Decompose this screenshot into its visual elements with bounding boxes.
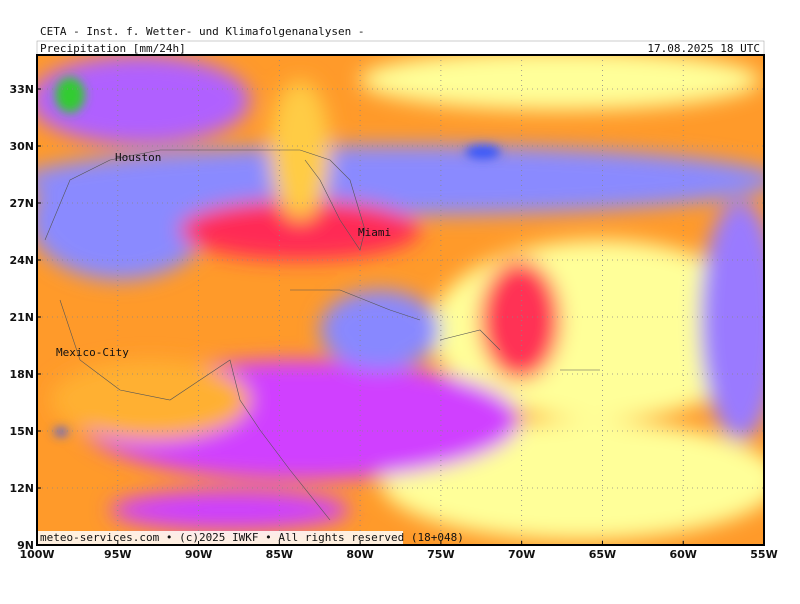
lat-label: 15N (9, 425, 34, 438)
lon-label: 70W (508, 548, 535, 561)
coastline (59, 299, 331, 521)
lat-label: 30N (9, 140, 34, 153)
lon-label: 85W (266, 548, 293, 561)
lat-label: 27N (9, 197, 34, 210)
lat-label: 33N (9, 83, 34, 96)
lat-label: 24N (9, 254, 34, 267)
header-title: CETA - Inst. f. Wetter- und Klimafolgena… (40, 25, 365, 38)
lon-label: 90W (185, 548, 212, 561)
lat-label: 12N (9, 482, 34, 495)
variable-label: Precipitation [mm/24h] (40, 42, 186, 55)
grid (37, 55, 764, 545)
footer-bg (38, 531, 403, 544)
lon-label: 55W (750, 548, 777, 561)
city-label: Mexico-City (56, 346, 129, 359)
city-label: Houston (115, 151, 161, 164)
lon-label: 95W (104, 548, 131, 561)
city-label: Miami (358, 226, 391, 239)
islands (290, 289, 600, 371)
lon-label: 80W (346, 548, 373, 561)
lat-label: 9N (17, 539, 34, 552)
lon-label: 60W (669, 548, 696, 561)
lon-label: 100W (19, 548, 54, 561)
precip-field (37, 55, 764, 545)
coastline (44, 149, 366, 251)
valid-time: 17.08.2025 18 UTC (647, 42, 760, 55)
lat-label: 21N (9, 311, 34, 324)
lon-label: 65W (589, 548, 616, 561)
map-frame (36, 54, 765, 546)
footer: meteo-services.com • (c)2025 IWKF • All … (40, 531, 464, 544)
lat-label: 18N (9, 368, 34, 381)
lon-label: 75W (427, 548, 454, 561)
